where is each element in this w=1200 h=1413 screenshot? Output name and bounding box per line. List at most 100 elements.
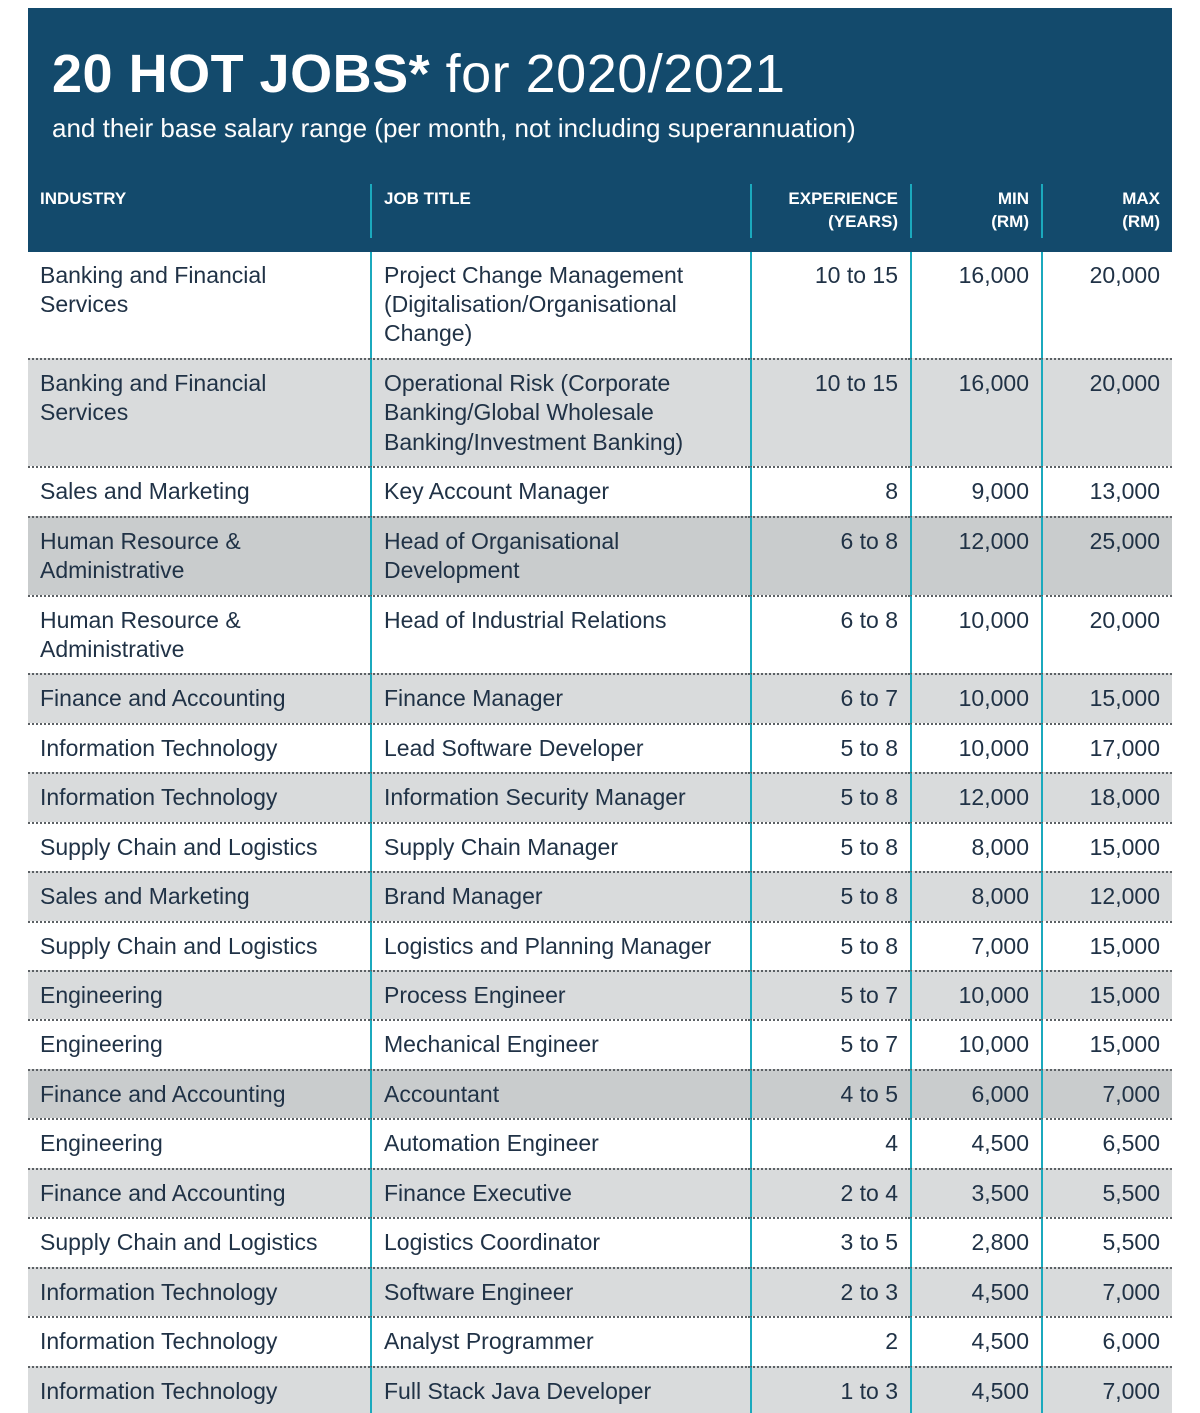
industry-cell: Engineering: [28, 1118, 370, 1167]
column-header-label: MAX: [1122, 188, 1160, 208]
table-row: Supply Chain and Logistics Logistics Coor…: [28, 1217, 1172, 1267]
max-salary-cell: 15,000: [1041, 673, 1172, 723]
industry-cell: Supply Chain and Logistics: [28, 821, 370, 871]
experience-cell: 5 to 7: [750, 970, 910, 1020]
column-header-label: INDUSTRY: [40, 188, 127, 208]
experience-cell: 2 to 4: [750, 1167, 910, 1218]
title-rest: for 2020/2021: [430, 44, 786, 104]
table-row: Information Technology Information Securi…: [28, 772, 1172, 822]
experience-cell: 2 to 3: [750, 1266, 910, 1317]
min-salary-cell: 9,000: [910, 466, 1041, 516]
max-salary-cell: 13,000: [1041, 466, 1172, 516]
max-salary-cell: 7,000: [1041, 1266, 1172, 1317]
table-row: Finance and Accounting Accountant 4 to 5 6,…: [28, 1068, 1172, 1119]
job-title-cell: Operational Risk (Corporate Banking/Glob…: [370, 357, 750, 467]
max-salary-cell: 5,500: [1041, 1217, 1172, 1267]
min-salary-cell: 2,800: [910, 1217, 1041, 1267]
min-salary-cell: 4,500: [910, 1118, 1041, 1168]
job-title-cell: Process Engineer: [370, 970, 750, 1020]
max-salary-cell: 15,000: [1041, 970, 1172, 1020]
table-header-row: INDUSTRY JOB TITLE EXPERIENCE (YEARS) MI…: [28, 174, 1172, 252]
column-header-label: JOB TITLE: [384, 188, 471, 208]
table-row: Engineering Process Engineer 5 to 7 10,000 1…: [28, 970, 1172, 1020]
industry-cell: Human Resource & Administrative: [28, 515, 370, 595]
experience-cell: 6 to 7: [750, 673, 910, 723]
column-header-label: EXPERIENCE: [788, 188, 898, 208]
job-title-cell: Full Stack Java Developer: [370, 1365, 750, 1413]
min-salary-cell: 10,000: [910, 970, 1041, 1020]
min-salary-cell: 7,000: [910, 920, 1041, 970]
job-title-cell: Information Security Manager: [370, 772, 750, 822]
industry-cell: Supply Chain and Logistics: [28, 1217, 370, 1266]
max-salary-cell: 25,000: [1041, 515, 1172, 595]
experience-cell: 5 to 8: [750, 722, 910, 773]
industry-cell: Engineering: [28, 1019, 370, 1068]
column-header-industry: INDUSTRY: [28, 184, 370, 238]
header-banner: 20 HOT JOBS* for 2020/2021 and their bas…: [28, 8, 1172, 252]
industry-cell: Information Technology: [28, 772, 370, 821]
min-salary-cell: 4,500: [910, 1316, 1041, 1366]
table-row: Supply Chain and Logistics Supply Chain M…: [28, 821, 1172, 872]
max-salary-cell: 15,000: [1041, 920, 1172, 970]
max-salary-cell: 18,000: [1041, 772, 1172, 822]
min-salary-cell: 4,500: [910, 1365, 1041, 1413]
industry-cell: Finance and Accounting: [28, 1068, 370, 1118]
column-header-max: MAX (RM): [1041, 183, 1172, 238]
industry-cell: Supply Chain and Logistics: [28, 920, 370, 970]
experience-cell: 6 to 8: [750, 515, 910, 595]
min-salary-cell: 8,000: [910, 871, 1041, 921]
job-title-cell: Logistics Coordinator: [370, 1217, 750, 1267]
job-title-cell: Head of Organisational Development: [370, 515, 750, 595]
industry-cell: Sales and Marketing: [28, 466, 370, 515]
job-title-cell: Key Account Manager: [370, 466, 750, 516]
experience-cell: 4: [750, 1118, 910, 1168]
min-salary-cell: 10,000: [910, 594, 1041, 674]
min-salary-cell: 6,000: [910, 1068, 1041, 1119]
column-header-sublabel: (RM): [1122, 211, 1160, 231]
table-row: Information Technology Full Stack Java De…: [28, 1365, 1172, 1413]
max-salary-cell: 5,500: [1041, 1167, 1172, 1218]
table-body: Banking and Financial Services Project Ch…: [28, 251, 1172, 1413]
max-salary-cell: 17,000: [1041, 722, 1172, 773]
max-salary-cell: 20,000: [1041, 357, 1172, 467]
column-header-sublabel: (RM): [991, 211, 1029, 231]
min-salary-cell: 16,000: [910, 251, 1041, 358]
job-title-cell: Project Change Management (Digitalisatio…: [370, 251, 750, 358]
page-title: 20 HOT JOBS* for 2020/2021: [28, 46, 1172, 103]
experience-cell: 5 to 8: [750, 871, 910, 921]
job-title-cell: Mechanical Engineer: [370, 1019, 750, 1069]
experience-cell: 4 to 5: [750, 1068, 910, 1119]
industry-cell: Information Technology: [28, 1316, 370, 1365]
column-header-min: MIN (RM): [910, 183, 1041, 238]
experience-cell: 10 to 15: [750, 357, 910, 467]
max-salary-cell: 20,000: [1041, 251, 1172, 358]
table-row: Sales and Marketing Brand Manager 5 to 8 8,…: [28, 871, 1172, 921]
table-row: Engineering Mechanical Engineer 5 to 7 10,0…: [28, 1019, 1172, 1069]
table-row: Human Resource & Administrative Head of I…: [28, 594, 1172, 674]
experience-cell: 2: [750, 1316, 910, 1366]
job-title-cell: Automation Engineer: [370, 1118, 750, 1168]
table-row: Finance and Accounting Finance Executive 2…: [28, 1167, 1172, 1218]
table-row: Information Technology Analyst Programmer…: [28, 1316, 1172, 1366]
min-salary-cell: 12,000: [910, 772, 1041, 822]
max-salary-cell: 6,500: [1041, 1118, 1172, 1168]
industry-cell: Finance and Accounting: [28, 1167, 370, 1217]
job-title-cell: Logistics and Planning Manager: [370, 920, 750, 970]
experience-cell: 5 to 8: [750, 821, 910, 872]
column-header-job-title: JOB TITLE: [370, 183, 750, 238]
max-salary-cell: 7,000: [1041, 1068, 1172, 1119]
industry-cell: Sales and Marketing: [28, 871, 370, 920]
industry-cell: Human Resource & Administrative: [28, 594, 370, 674]
table-row: Information Technology Lead Software Deve…: [28, 722, 1172, 773]
industry-cell: Information Technology: [28, 1365, 370, 1413]
job-title-cell: Software Engineer: [370, 1266, 750, 1317]
table-row: Human Resource & Administrative Head of O…: [28, 515, 1172, 595]
industry-cell: Banking and Financial Services: [40, 261, 267, 317]
column-header-sublabel: (YEARS): [828, 211, 898, 231]
industry-cell: Information Technology: [28, 722, 370, 772]
table-row: Engineering Automation Engineer 4 4,500 6,50…: [28, 1118, 1172, 1168]
max-salary-cell: 15,000: [1041, 821, 1172, 872]
max-salary-cell: 20,000: [1041, 594, 1172, 674]
title-bold: 20 HOT JOBS*: [52, 44, 431, 104]
